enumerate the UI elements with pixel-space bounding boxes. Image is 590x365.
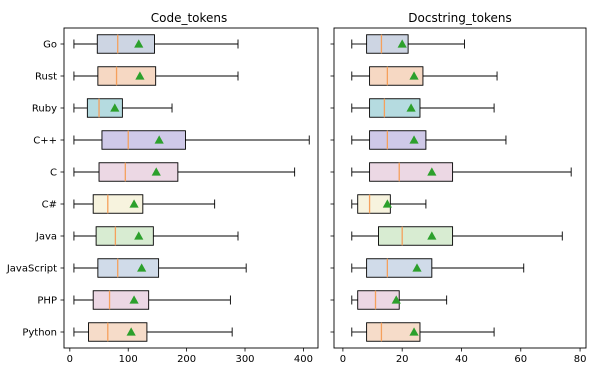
- code-tokens-category-labels: Go Rust Ruby C++ C C# Java JavaScript PHP Python: [6, 40, 64, 339]
- docstring-tokens-mean-ruby: [406, 103, 416, 112]
- code-tokens-box-csharp: [73, 194, 216, 214]
- code-tokens-category-label-python: Python: [22, 328, 57, 339]
- code-tokens-category-label-rust: Rust: [35, 72, 57, 83]
- code-tokens-category-label-java: Java: [35, 232, 57, 243]
- docstring-tokens-panel: Docstring_tokens 0 20 40 60 80: [330, 11, 587, 365]
- code-tokens-xtick-label-200: 200: [177, 354, 196, 365]
- code-tokens-mean-java: [134, 231, 144, 240]
- code-tokens-box-go: [73, 34, 239, 54]
- docstring-tokens-xtick-label-40: 40: [455, 354, 468, 365]
- docstring-tokens-iqr-box-ruby: [369, 98, 421, 118]
- code-tokens-box-rust: [73, 66, 239, 86]
- docstring-tokens-iqr-box-python: [366, 322, 421, 342]
- docstring-tokens-box-cpp: [351, 130, 507, 150]
- docstring-tokens-x-axis: 0 20 40 60 80: [340, 348, 587, 365]
- docstring-tokens-box-javascript: [351, 258, 525, 278]
- docstring-tokens-marks: [351, 34, 572, 342]
- docstring-tokens-mean-csharp: [382, 199, 392, 208]
- code-tokens-mean-cpp: [154, 135, 164, 144]
- code-tokens-x-axis: 0 100 200 300 400: [67, 348, 313, 365]
- code-tokens-category-label-go: Go: [43, 40, 57, 51]
- docstring-tokens-mean-php: [391, 295, 401, 304]
- code-tokens-xtick-label-0: 0: [67, 354, 73, 365]
- docstring-tokens-mean-java: [427, 231, 437, 240]
- code-tokens-category-label-php: PHP: [37, 296, 57, 307]
- docstring-tokens-box-rust: [351, 66, 498, 86]
- code-tokens-iqr-box-cpp: [101, 130, 186, 150]
- code-tokens-category-label-c: C: [50, 168, 57, 179]
- code-tokens-iqr-box-javascript: [97, 258, 160, 278]
- docstring-tokens-box-python: [351, 322, 495, 342]
- code-tokens-mean-php: [129, 295, 139, 304]
- code-tokens-iqr-box-c: [98, 162, 179, 182]
- code-tokens-iqr-box-php: [92, 290, 150, 310]
- code-tokens-category-label-ruby: Ruby: [32, 104, 57, 115]
- code-tokens-mean-ruby: [110, 103, 120, 112]
- docstring-tokens-iqr-box-php: [357, 290, 400, 310]
- docstring-tokens-box-csharp: [351, 194, 427, 214]
- docstring-tokens-box-go: [351, 34, 465, 54]
- docstring-tokens-mean-cpp: [409, 135, 419, 144]
- docstring-tokens-box-php: [351, 290, 448, 310]
- docstring-tokens-iqr-box-cpp: [369, 130, 427, 150]
- docstring-tokens-xtick-label-20: 20: [396, 354, 409, 365]
- docstring-tokens-iqr-box-rust: [369, 66, 424, 86]
- code-tokens-box-python: [73, 322, 233, 342]
- code-tokens-marks: [73, 34, 310, 342]
- docstring-tokens-mean-c: [427, 167, 437, 176]
- code-tokens-plot-frame: [63, 27, 319, 349]
- code-tokens-mean-go: [134, 39, 144, 48]
- code-tokens-panel: Code_tokens Go Rust Ruby C++ C C# Java JavaScri…: [6, 11, 319, 365]
- code-tokens-category-label-cpp: C++: [33, 136, 57, 147]
- docstring-tokens-iqr-box-java: [378, 226, 454, 246]
- code-tokens-iqr-box-csharp: [92, 194, 144, 214]
- code-tokens-mean-c: [151, 167, 161, 176]
- docstring-tokens-box-c: [351, 162, 572, 182]
- docstring-tokens-mean-go: [397, 39, 407, 48]
- code-tokens-box-ruby: [73, 98, 173, 118]
- code-tokens-iqr-box-go: [96, 34, 155, 54]
- code-tokens-category-label-javascript: JavaScript: [6, 264, 57, 275]
- docstring-tokens-xtick-label-80: 80: [574, 354, 587, 365]
- code-tokens-iqr-box-java: [95, 226, 154, 246]
- docstring-tokens-box-java: [351, 226, 563, 246]
- code-tokens-title: Code_tokens: [151, 11, 228, 25]
- docstring-tokens-title: Docstring_tokens: [408, 11, 511, 25]
- docstring-tokens-xtick-label-60: 60: [514, 354, 527, 365]
- code-tokens-box-c: [73, 162, 296, 182]
- docstring-tokens-iqr-box-go: [366, 34, 409, 54]
- docstring-tokens-box-ruby: [351, 98, 495, 118]
- code-tokens-mean-javascript: [137, 263, 147, 272]
- docstring-tokens-xtick-label-0: 0: [340, 354, 346, 365]
- docstring-tokens-mean-javascript: [412, 263, 422, 272]
- code-tokens-box-cpp: [73, 130, 310, 150]
- docstring-tokens-category-labels: [330, 43, 334, 333]
- code-tokens-iqr-box-python: [88, 322, 148, 342]
- code-tokens-box-php: [73, 290, 231, 310]
- code-tokens-mean-csharp: [129, 199, 139, 208]
- code-tokens-xtick-label-100: 100: [119, 354, 138, 365]
- code-tokens-xtick-label-400: 400: [294, 354, 313, 365]
- code-tokens-category-label-csharp: C#: [42, 200, 57, 211]
- code-tokens-box-java: [73, 226, 239, 246]
- code-tokens-iqr-box-rust: [97, 66, 157, 86]
- docstring-tokens-plot-frame: [333, 27, 587, 349]
- code-tokens-xtick-label-300: 300: [235, 354, 254, 365]
- docstring-tokens-iqr-box-javascript: [366, 258, 433, 278]
- docstring-tokens-mean-rust: [409, 71, 419, 80]
- code-tokens-mean-python: [126, 327, 136, 336]
- docstring-tokens-mean-python: [409, 327, 419, 336]
- docstring-tokens-iqr-box-c: [369, 162, 454, 182]
- code-tokens-box-javascript: [73, 258, 247, 278]
- docstring-tokens-iqr-box-csharp: [357, 194, 391, 214]
- code-tokens-mean-rust: [135, 71, 145, 80]
- code-tokens-iqr-box-ruby: [86, 98, 123, 118]
